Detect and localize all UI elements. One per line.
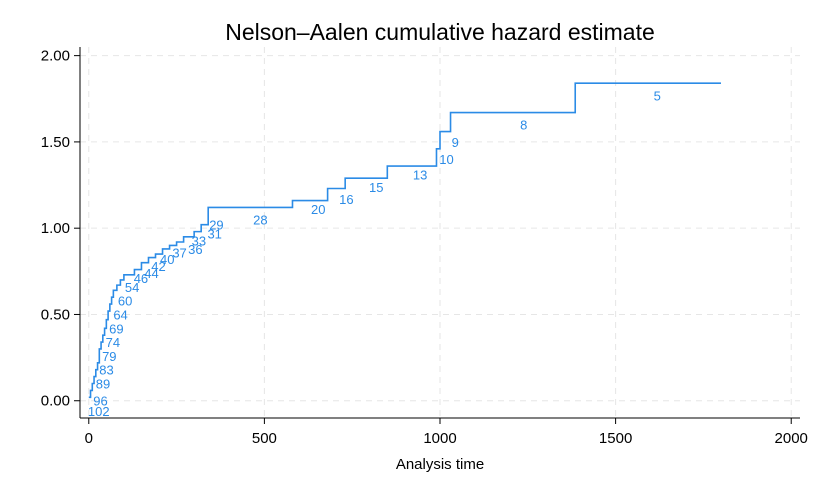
grid-lines bbox=[80, 47, 800, 418]
y-tick-label: 1.00 bbox=[41, 220, 70, 237]
at-risk-label: 96 bbox=[93, 394, 107, 409]
at-risk-label: 37 bbox=[172, 245, 186, 260]
y-tick-label: 0.50 bbox=[41, 306, 70, 323]
at-risk-label: 20 bbox=[311, 202, 325, 217]
chart-title: Nelson–Aalen cumulative hazard estimate bbox=[225, 19, 655, 45]
at-risk-label: 54 bbox=[125, 280, 139, 295]
at-risk-label: 79 bbox=[102, 349, 116, 364]
at-risk-label: 102 bbox=[88, 404, 110, 419]
at-risk-label: 33 bbox=[192, 233, 206, 248]
y-tick-label: 1.50 bbox=[41, 134, 70, 151]
at-risk-label: 83 bbox=[99, 363, 113, 378]
at-risk-label: 16 bbox=[339, 192, 353, 207]
x-axis-label: Analysis time bbox=[396, 456, 484, 473]
at-risk-label: 44 bbox=[144, 266, 158, 281]
at-risk-label: 60 bbox=[118, 294, 132, 309]
series-layer bbox=[88, 82, 721, 399]
at-risk-label: 69 bbox=[109, 321, 123, 336]
x-tick-label: 1500 bbox=[599, 430, 632, 447]
x-tick-label: 0 bbox=[85, 430, 93, 447]
at-risk-label: 10 bbox=[439, 152, 453, 167]
y-tick-label: 2.00 bbox=[41, 48, 70, 65]
at-risk-label: 64 bbox=[113, 307, 127, 322]
at-risk-label: 42 bbox=[151, 259, 165, 274]
at-risk-label: 13 bbox=[413, 168, 427, 183]
at-risk-label: 40 bbox=[160, 252, 174, 267]
at-risk-label: 31 bbox=[207, 226, 221, 241]
at-risk-label: 15 bbox=[369, 180, 383, 195]
x-tick-label: 1000 bbox=[423, 430, 456, 447]
x-tick-label: 2000 bbox=[775, 430, 808, 447]
at-risk-label: 89 bbox=[96, 376, 110, 391]
at-risk-label: 36 bbox=[188, 242, 202, 257]
at-risk-label: 8 bbox=[520, 118, 527, 133]
axes: 0 500 1000 1500 2000 0.00 0.50 1.00 1.50 2.00 bbox=[41, 47, 808, 447]
at-risk-label: 28 bbox=[253, 213, 267, 228]
at-risk-label: 5 bbox=[654, 88, 661, 103]
hazard-step-line bbox=[88, 82, 721, 399]
at-risk-label: 29 bbox=[209, 218, 223, 233]
x-tick-label: 500 bbox=[252, 430, 277, 447]
at-risk-label: 9 bbox=[452, 135, 459, 150]
y-tick-label: 0.00 bbox=[41, 393, 70, 410]
at-risk-label: 74 bbox=[106, 335, 120, 350]
at-risk-label: 46 bbox=[134, 271, 148, 286]
